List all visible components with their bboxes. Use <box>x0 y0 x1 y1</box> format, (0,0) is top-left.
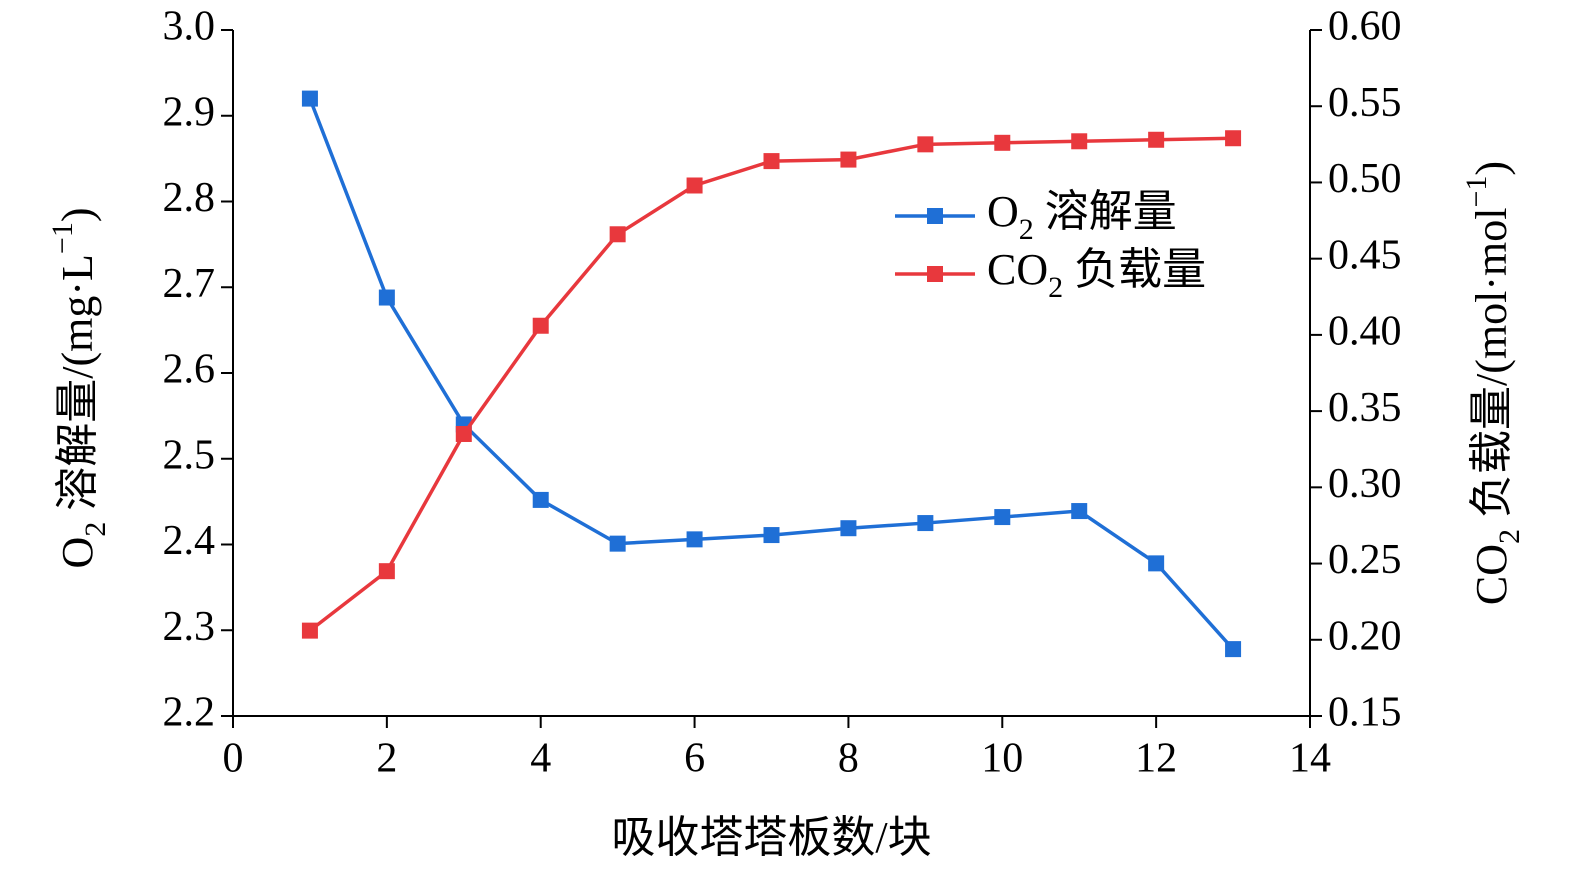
y-right-tick-label: 0.35 <box>1328 385 1402 431</box>
legend-label: CO2 负载量 <box>987 245 1206 304</box>
series-2 <box>301 130 1242 639</box>
y-left-tick-label: 2.8 <box>163 175 216 221</box>
y-left-tick-label: 2.5 <box>163 432 216 478</box>
series-layer <box>301 90 1242 658</box>
y-right-axis-title: CO2 负载量/(mol·mol−1) <box>1460 161 1526 605</box>
series-1 <box>301 90 1242 658</box>
data-point <box>1225 130 1242 147</box>
x-tick-label: 14 <box>1289 736 1331 782</box>
x-tick-label: 12 <box>1135 736 1177 782</box>
x-tick-label: 10 <box>981 736 1023 782</box>
data-point <box>994 509 1011 526</box>
y-right-tick-label: 0.60 <box>1328 4 1402 50</box>
y-left-tick-label: 3.0 <box>163 4 216 50</box>
y-right-tick-label: 0.40 <box>1328 309 1402 355</box>
legend-label: O2 溶解量 <box>987 187 1177 246</box>
y-left-tick-label: 2.6 <box>163 347 216 393</box>
data-point <box>609 535 626 552</box>
x-axis-title: 吸收塔塔板数/块 <box>611 813 931 862</box>
y-left-tick-label: 2.7 <box>163 261 216 307</box>
y-right-tick-label: 0.20 <box>1328 613 1402 659</box>
data-point <box>301 90 318 107</box>
series-line <box>308 97 1235 651</box>
data-point <box>378 289 395 306</box>
y-right-tick-label: 0.50 <box>1328 156 1402 202</box>
y-left-tick-label: 2.2 <box>163 690 216 736</box>
y-left-tick-label: 2.3 <box>163 604 216 650</box>
x-tick-label: 8 <box>838 736 859 782</box>
y-left-axis-title: O2 溶解量/(mg·L−1) <box>46 208 112 569</box>
legend-marker <box>927 266 943 282</box>
data-point <box>609 226 626 243</box>
data-point <box>763 153 780 170</box>
data-point <box>301 622 318 639</box>
data-point <box>917 136 934 153</box>
data-point <box>1148 131 1165 148</box>
y-right-tick-label: 0.55 <box>1328 80 1402 126</box>
axis-titles: 吸收塔塔板数/块 O2 溶解量/(mg·L−1) CO2 负载量/(mol·mol−… <box>46 161 1526 862</box>
data-point <box>455 425 472 442</box>
y-left-tick-label: 2.9 <box>163 89 216 135</box>
data-point <box>532 491 549 508</box>
data-point <box>1148 555 1165 572</box>
data-point <box>686 531 703 548</box>
y-right-tick-label: 0.30 <box>1328 461 1402 507</box>
data-point <box>532 317 549 334</box>
data-point <box>994 134 1011 151</box>
x-tick-label: 2 <box>376 736 397 782</box>
data-point <box>378 563 395 580</box>
data-point <box>917 515 934 532</box>
x-tick-label: 4 <box>530 736 551 782</box>
data-point <box>840 520 857 537</box>
x-tick-label: 0 <box>223 736 244 782</box>
y-right-tick-label: 0.15 <box>1328 690 1402 736</box>
y-right-tick-label: 0.45 <box>1328 232 1402 278</box>
data-point <box>840 151 857 168</box>
data-point <box>763 527 780 544</box>
x-tick-label: 6 <box>684 736 705 782</box>
y-left-tick-label: 2.4 <box>163 518 216 564</box>
legend-marker <box>927 208 943 224</box>
data-point <box>686 177 703 194</box>
data-point <box>1225 641 1242 658</box>
y-right-tick-label: 0.25 <box>1328 537 1402 583</box>
axes: 0 2 4 6 8 10 12 14 2.2 2.3 2.4 2.5 2.6 2.7 2.8 2.9 3.0 0.… <box>163 4 1402 782</box>
data-point <box>1071 503 1088 520</box>
data-point <box>1071 133 1088 150</box>
